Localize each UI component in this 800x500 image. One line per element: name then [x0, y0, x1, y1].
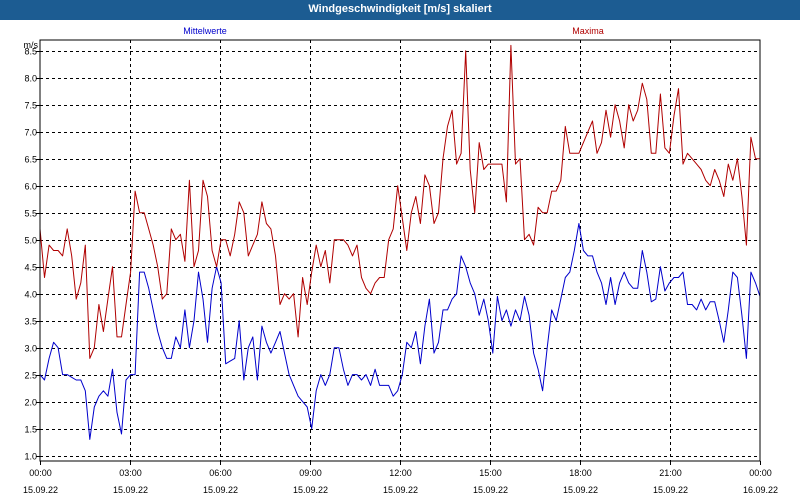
- y-axis: 1.0 1.5 2.0 2.5 3.0 3.5 4.0 4.5 5.0 5.5 6.0 6.5 7.0 7…: [24, 47, 40, 462]
- y-tick-label: 2.0: [24, 398, 37, 408]
- y-tick-label: 5.5: [24, 209, 37, 219]
- y-tick-label: 6.0: [24, 182, 37, 192]
- x-tick-date-label: 15.09.22: [203, 485, 238, 495]
- y-tick-label: 3.5: [24, 317, 37, 327]
- grid: [40, 40, 760, 461]
- y-tick-label: 4.5: [24, 263, 37, 273]
- y-tick-label: 2.5: [24, 371, 37, 381]
- x-tick-date-label: 16.09.22: [743, 485, 778, 495]
- x-tick-date-label: 15.09.22: [563, 485, 598, 495]
- y-tick-label: 8.5: [24, 47, 37, 57]
- series-line-maxima: [39, 44, 760, 359]
- y-tick-label: 6.5: [24, 155, 37, 165]
- y-tick-label: 7.0: [24, 128, 37, 138]
- x-tick-date-label: 15.09.22: [113, 485, 148, 495]
- legend-mittelwerte: Mittelwerte: [183, 26, 227, 36]
- y-tick-label: 4.0: [24, 290, 37, 300]
- window-title: Windgeschwindigkeit [m/s] skaliert: [0, 0, 800, 20]
- series-group: [39, 44, 761, 440]
- x-tick-date-label: 15.09.22: [23, 485, 58, 495]
- x-tick-time-label: 06:00: [209, 468, 232, 478]
- x-tick-time-label: 09:00: [299, 468, 322, 478]
- x-tick-time-label: 12:00: [389, 468, 412, 478]
- y-tick-label: 1.5: [24, 425, 37, 435]
- x-tick-date-label: 15.09.22: [473, 485, 508, 495]
- series-line-mittelwerte: [39, 223, 761, 440]
- y-tick-label: 7.5: [24, 101, 37, 111]
- y-tick-label: 1.0: [24, 452, 37, 462]
- wind-speed-chart: 1.0 1.5 2.0 2.5 3.0 3.5 4.0 4.5 5.0 5.5 6.0 6.5 7.0 7…: [0, 20, 800, 500]
- x-tick-time-label: 00:00: [749, 468, 772, 478]
- x-tick-time-label: 00:00: [29, 468, 52, 478]
- y-tick-label: 5.0: [24, 236, 37, 246]
- x-tick-time-label: 03:00: [119, 468, 142, 478]
- y-tick-label: 8.0: [24, 74, 37, 84]
- x-axis: 00:00 15.09.22 03:00 15.09.22 06:00 15.09.22 0…: [23, 461, 778, 495]
- x-tick-time-label: 15:00: [479, 468, 502, 478]
- x-tick-date-label: 15.09.22: [653, 485, 688, 495]
- y-axis-label: m/s: [24, 40, 39, 50]
- x-tick-time-label: 18:00: [569, 468, 592, 478]
- x-tick-date-label: 15.09.22: [383, 485, 418, 495]
- plot-frame: [39, 39, 761, 462]
- y-tick-label: 3.0: [24, 344, 37, 354]
- x-tick-date-label: 15.09.22: [293, 485, 328, 495]
- legend-maxima: Maxima: [572, 26, 604, 36]
- x-tick-time-label: 21:00: [659, 468, 682, 478]
